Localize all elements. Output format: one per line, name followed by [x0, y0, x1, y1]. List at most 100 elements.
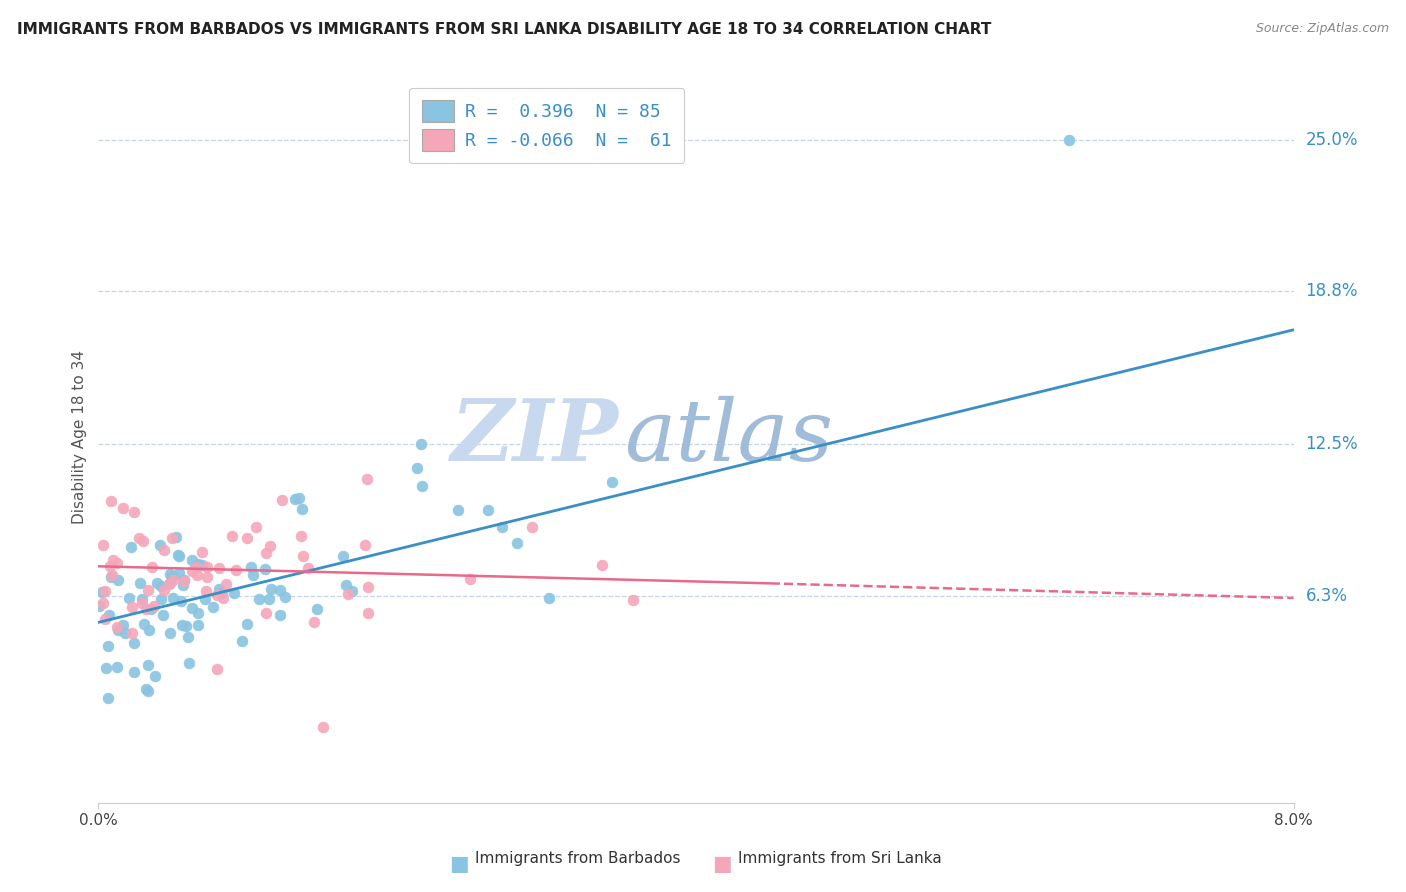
Point — [107, 623, 129, 637]
Point — [211, 591, 233, 606]
Point — [187, 606, 209, 620]
Point — [105, 556, 128, 570]
Point — [231, 634, 253, 648]
Point — [288, 491, 311, 505]
Point — [169, 566, 191, 581]
Point — [179, 657, 201, 671]
Point — [146, 576, 169, 591]
Point — [87, 599, 110, 614]
Point — [132, 534, 155, 549]
Point — [186, 567, 208, 582]
Point — [201, 600, 224, 615]
Point — [135, 602, 157, 616]
Point — [205, 662, 228, 676]
Point — [174, 619, 197, 633]
Point — [136, 683, 159, 698]
Point — [236, 616, 259, 631]
Point — [253, 562, 276, 576]
Text: 18.8%: 18.8% — [1306, 282, 1358, 300]
Point — [98, 558, 121, 573]
Point — [122, 636, 145, 650]
Point — [149, 538, 172, 552]
Point — [340, 584, 363, 599]
Point — [159, 567, 181, 582]
Text: 12.5%: 12.5% — [1306, 435, 1358, 453]
Point — [100, 568, 122, 582]
Point — [121, 599, 143, 614]
Point — [107, 620, 129, 634]
Point — [184, 560, 207, 574]
Point — [254, 546, 277, 560]
Point — [447, 503, 470, 517]
Point — [112, 501, 135, 516]
Point — [136, 582, 159, 597]
Text: 25.0%: 25.0% — [1306, 130, 1358, 149]
Point — [159, 626, 181, 640]
Point — [236, 531, 259, 545]
Legend: R =  0.396  N = 85, R = -0.066  N =  61: R = 0.396 N = 85, R = -0.066 N = 61 — [409, 87, 685, 163]
Text: Immigrants from Barbados: Immigrants from Barbados — [475, 851, 681, 866]
Point — [290, 529, 312, 543]
Point — [208, 582, 231, 596]
Point — [259, 539, 281, 553]
Point — [269, 607, 291, 622]
Point — [172, 578, 194, 592]
Point — [307, 602, 329, 616]
Point — [141, 560, 163, 574]
Point — [90, 585, 112, 599]
Point — [332, 549, 354, 563]
Point — [124, 665, 146, 680]
Point — [458, 573, 481, 587]
Point — [260, 582, 283, 597]
Point — [91, 596, 114, 610]
Point — [150, 579, 173, 593]
Point — [118, 591, 141, 605]
Point — [91, 538, 114, 552]
Point — [537, 591, 560, 605]
Text: Source: ZipAtlas.com: Source: ZipAtlas.com — [1256, 22, 1389, 36]
Point — [409, 437, 432, 451]
Text: Immigrants from Sri Lanka: Immigrants from Sri Lanka — [738, 851, 942, 866]
Point — [173, 573, 195, 587]
Point — [149, 592, 172, 607]
Point — [245, 520, 267, 534]
Point — [208, 561, 231, 575]
Point — [215, 577, 238, 591]
Point — [97, 639, 120, 653]
Point — [180, 564, 202, 578]
Point — [153, 542, 176, 557]
Point — [134, 617, 156, 632]
Point — [187, 618, 209, 632]
Point — [135, 682, 157, 697]
Point — [100, 570, 122, 584]
Point — [195, 559, 218, 574]
Point — [197, 570, 219, 584]
Point — [94, 584, 117, 599]
Point — [337, 587, 360, 601]
Point — [160, 531, 183, 545]
Point — [506, 536, 529, 550]
Point — [211, 585, 233, 599]
Point — [180, 553, 202, 567]
Point — [131, 591, 153, 606]
Text: IMMIGRANTS FROM BARBADOS VS IMMIGRANTS FROM SRI LANKA DISABILITY AGE 18 TO 34 CO: IMMIGRANTS FROM BARBADOS VS IMMIGRANTS F… — [17, 22, 991, 37]
Point — [120, 541, 142, 555]
Point — [141, 602, 163, 616]
Point — [160, 569, 183, 583]
Text: ■: ■ — [711, 854, 733, 874]
Y-axis label: Disability Age 18 to 34: Disability Age 18 to 34 — [72, 350, 87, 524]
Point — [187, 557, 209, 571]
Point — [165, 530, 187, 544]
Point — [623, 593, 645, 607]
Point — [159, 576, 181, 591]
Point — [297, 561, 319, 575]
Point — [335, 578, 357, 592]
Point — [169, 549, 191, 564]
Point — [162, 591, 184, 606]
Point — [143, 669, 166, 683]
Point — [225, 563, 247, 577]
Point — [291, 502, 314, 516]
Point — [353, 538, 375, 552]
Point — [177, 630, 200, 644]
Point — [194, 591, 217, 606]
